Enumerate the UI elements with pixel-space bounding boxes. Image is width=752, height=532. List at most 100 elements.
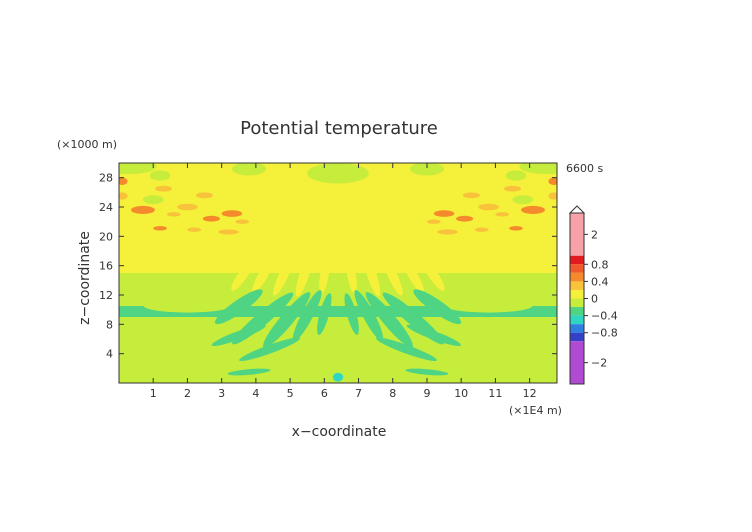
y-tick-label: 24 (99, 201, 113, 214)
field-cell (426, 219, 441, 224)
x-tick-label: 4 (252, 387, 259, 400)
field-cell (478, 203, 499, 211)
field-streak (227, 368, 271, 376)
field-streak (364, 255, 381, 297)
field-cell (509, 226, 523, 231)
y-tick-label: 16 (99, 260, 113, 273)
field-cell (548, 192, 557, 200)
y-tick-label: 20 (99, 230, 113, 243)
x-tick-label: 6 (321, 387, 328, 400)
colorbar-triangle (568, 205, 586, 214)
field-streak (346, 258, 357, 294)
colorbar: 2 0.8 0.4 0 −0.4 −0.8 −2 (568, 205, 618, 385)
field-streak (295, 255, 312, 297)
colorbar-swatch (570, 298, 584, 308)
field-streak (263, 292, 311, 348)
field-streak (405, 368, 449, 376)
x-tick-label: 8 (389, 387, 396, 400)
field-streak (376, 337, 437, 362)
field-cell (218, 229, 239, 235)
field-cell (119, 177, 128, 185)
field-cell (512, 195, 534, 205)
x-tick-label: 5 (287, 387, 294, 400)
field-streak (344, 293, 359, 335)
field-cell (332, 372, 344, 382)
y-tick-label: 28 (99, 172, 113, 185)
colorbar-tick-label: −0.4 (591, 310, 618, 323)
field-band (119, 306, 557, 317)
field-cell (495, 212, 510, 217)
field-streak (382, 256, 403, 296)
colorbar-swatch (570, 332, 584, 342)
field-streak (365, 292, 413, 348)
colorbar-swatch (570, 213, 584, 256)
x-unit-label: (×1E4 m) (509, 404, 562, 417)
colorbar-tick-label: 2 (591, 228, 598, 241)
field-streak (292, 290, 322, 342)
field-cell (409, 163, 445, 176)
field-cell (154, 185, 173, 192)
field-cell (153, 226, 167, 231)
x-tick-label: 7 (355, 387, 362, 400)
field-cell (149, 170, 171, 181)
field-streak (413, 289, 462, 325)
field-streak (319, 258, 330, 294)
colorbar-swatch (570, 289, 584, 299)
field-streak (211, 324, 266, 346)
field-streak (239, 337, 300, 362)
y-tick-label: 12 (99, 289, 113, 302)
field-streak (354, 290, 384, 342)
field-cell (195, 192, 214, 199)
plot-frame (118, 162, 558, 384)
field-cell (307, 163, 369, 184)
field-cell (444, 297, 534, 313)
time-label: 6600 s (566, 162, 603, 175)
colorbar-swatch (570, 341, 584, 384)
field-cell (548, 177, 557, 185)
x-tick-label: 11 (488, 387, 502, 400)
field-cell (202, 215, 220, 222)
colorbar-tick-label: 0 (591, 293, 598, 306)
field-cell (433, 210, 455, 217)
field-cell (187, 227, 202, 232)
field-cell (142, 195, 164, 205)
field-streak (422, 260, 445, 291)
x-tick-label: 2 (184, 387, 191, 400)
field-streak (402, 258, 424, 294)
x-tick-label: 3 (218, 387, 225, 400)
field-cell (177, 203, 198, 211)
field-streak (231, 260, 254, 291)
x-tick-label: 12 (523, 387, 537, 400)
y-tick-label: 8 (106, 318, 113, 331)
y-unit-label: (×1000 m) (57, 138, 117, 151)
y-axis-label: z−coordinate (77, 231, 93, 325)
field-cell (456, 215, 474, 222)
colorbar-swatch (570, 272, 584, 282)
field-cell (521, 205, 546, 214)
colorbar-swatch (570, 324, 584, 333)
field-cell (437, 229, 458, 235)
field-streak (214, 289, 263, 325)
colorbar-swatch (570, 307, 584, 316)
field-cell (142, 297, 232, 313)
colorbar-tick-label: −2 (591, 357, 607, 370)
field-cell (166, 212, 181, 217)
y-tick-label: 4 (106, 348, 113, 361)
field-cell (119, 192, 128, 200)
field-streak (406, 324, 461, 346)
x-tick-label: 9 (423, 387, 430, 400)
colorbar-swatch (570, 255, 584, 265)
colorbar-swatch (570, 315, 584, 325)
field-cell (503, 185, 522, 192)
colorbar-tick-label: 0.8 (591, 258, 609, 271)
x-axis-label: x−coordinate (292, 424, 387, 440)
field-cell (231, 163, 267, 176)
field-cell (119, 163, 157, 174)
field-streak (317, 293, 332, 335)
x-tick-label: 1 (150, 387, 157, 400)
field-streak (273, 256, 294, 296)
field-cell (130, 205, 155, 214)
colorbar-tick-label: −0.8 (591, 327, 618, 340)
